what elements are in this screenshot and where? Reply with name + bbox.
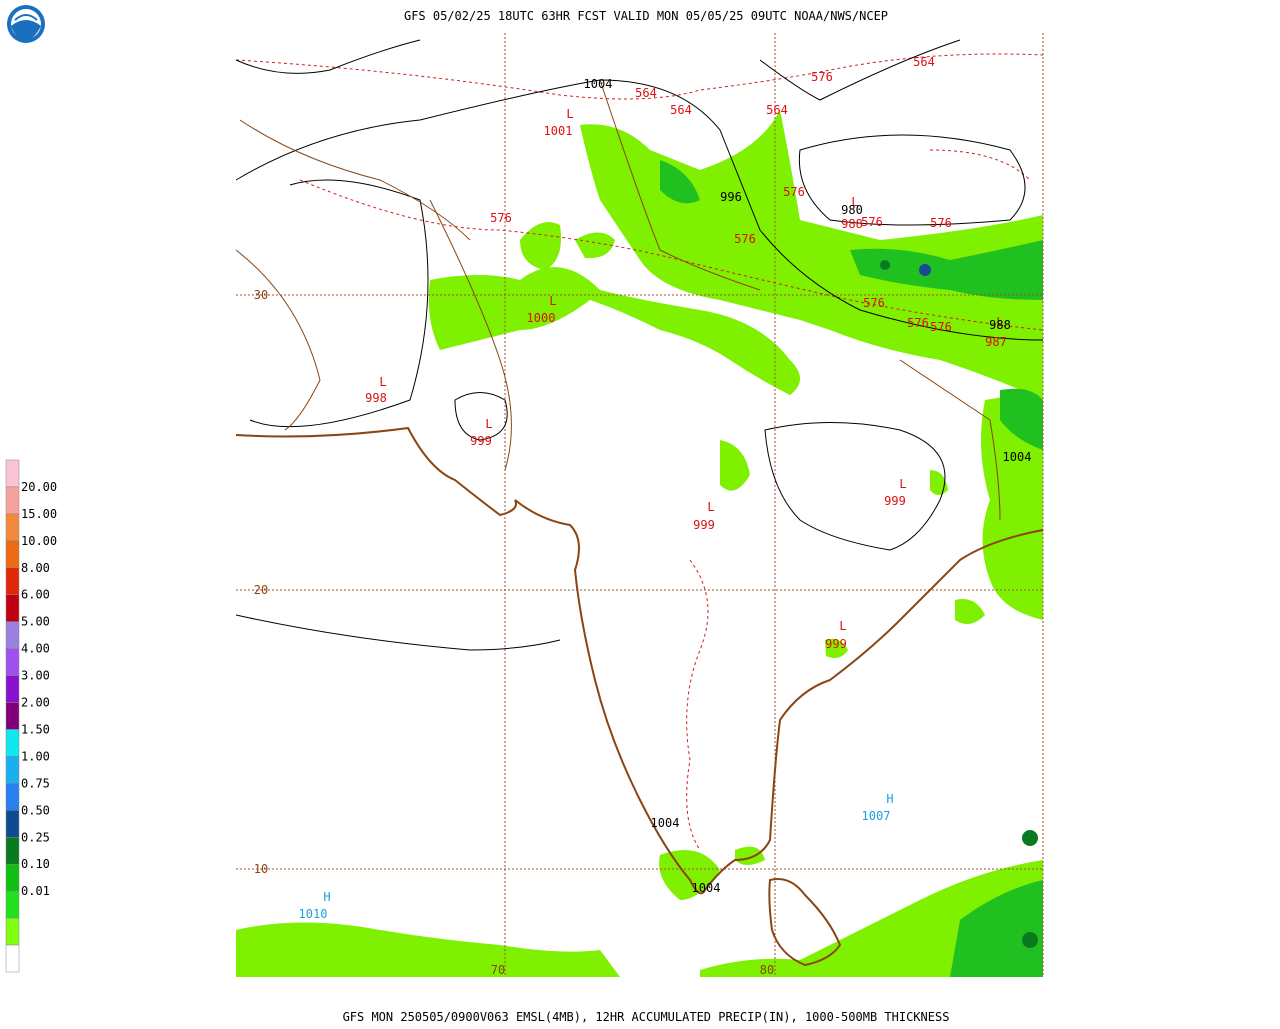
thickness-label: 576: [734, 232, 756, 246]
legend-swatch: [5, 648, 20, 676]
center-symbol: H: [886, 792, 893, 806]
legend-label: 0.01: [21, 884, 50, 898]
legend-swatch: [5, 540, 20, 569]
legend-swatch: [5, 459, 20, 488]
thickness-label: 576: [907, 316, 929, 330]
isobar-label: 1004: [692, 881, 721, 895]
center-symbol: L: [851, 195, 858, 209]
center-value: 1010: [299, 907, 328, 921]
center-value: 998: [365, 391, 387, 405]
lat-label: 20: [254, 583, 268, 597]
legend-swatch: [5, 890, 20, 919]
legend-swatch: [5, 837, 20, 865]
isobar-label: 988: [989, 318, 1011, 332]
center-value: 999: [884, 494, 906, 508]
legend-label: 6.00: [21, 588, 50, 602]
thickness-label: 576: [863, 296, 885, 310]
lat-lon-grid: [236, 33, 1044, 977]
isobar-label: 1004: [1003, 450, 1032, 464]
thickness-label: 564: [766, 103, 788, 117]
legend-label: 4.00: [21, 642, 50, 656]
center-symbol: H: [323, 890, 330, 904]
center-value: 999: [693, 518, 715, 532]
noaa-logo: [7, 5, 45, 43]
legend-swatch: [5, 756, 20, 784]
legend-label: 15.00: [21, 507, 57, 521]
center-symbol: L: [485, 417, 492, 431]
borders: [235, 79, 1001, 521]
center-symbol: L: [707, 500, 714, 514]
isobar-label: 1004: [651, 816, 680, 830]
coastline: [235, 426, 1044, 967]
legend-label: 0.50: [21, 803, 50, 817]
legend-swatch: [5, 702, 20, 730]
legend-swatch: [5, 917, 20, 946]
legend-swatch: [5, 594, 20, 622]
thickness-label: 576: [930, 216, 952, 230]
legend-swatch: [5, 729, 20, 757]
lat-label: 10: [254, 862, 268, 876]
legend-swatch: [5, 863, 20, 892]
legend-label: 1.00: [21, 749, 50, 763]
legend-swatch: [5, 944, 20, 973]
lat-label: 30: [254, 288, 268, 302]
center-symbol: L: [996, 315, 1003, 329]
legend-swatch: [5, 621, 20, 649]
legend-label: 0.25: [21, 830, 50, 844]
thickness-label: 564: [913, 55, 935, 69]
center-symbol: L: [899, 477, 906, 491]
legend-label: 3.00: [21, 669, 50, 683]
title: GFS 05/02/25 18UTC 63HR FCST VALID MON 0…: [404, 9, 888, 23]
precip-heavy: [660, 160, 1043, 977]
legend-label: 2.00: [21, 696, 50, 710]
thickness-label: 564: [635, 86, 657, 100]
center-value: 1001: [544, 124, 573, 138]
thickness-label: 576: [930, 320, 952, 334]
thickness-label: 576: [490, 211, 512, 225]
legend-swatch: [5, 675, 20, 703]
thickness-label: 576: [861, 215, 883, 229]
center-value: 999: [825, 637, 847, 651]
center-value: 988: [841, 217, 863, 231]
center-symbol: L: [379, 375, 386, 389]
center-value: 987: [985, 335, 1007, 349]
isobars: [235, 39, 1044, 651]
isobar-label: 996: [720, 190, 742, 204]
center-value: 1007: [862, 809, 891, 823]
legend-swatch: [5, 567, 20, 595]
legend-swatch: [5, 783, 20, 811]
thickness-label: 576: [811, 70, 833, 84]
legend-swatch: [5, 810, 20, 838]
legend-swatch: [5, 513, 20, 542]
lon-label: 80: [760, 963, 774, 977]
legend-swatch: [5, 486, 20, 515]
legend-label: 0.75: [21, 776, 50, 790]
legend-label: 8.00: [21, 561, 50, 575]
thickness-label: 576: [783, 185, 805, 199]
precip-max: [880, 260, 1038, 948]
lon-label: 70: [491, 963, 505, 977]
legend-label: 10.00: [21, 534, 57, 548]
center-symbol: L: [549, 294, 556, 308]
legend-label: 1.50: [21, 722, 50, 736]
footer: GFS MON 250505/0900V063 EMSL(4MB), 12HR …: [343, 1010, 950, 1024]
legend-label: 20.00: [21, 480, 57, 494]
center-symbol: L: [839, 619, 846, 633]
isobar-label: 980: [841, 203, 863, 217]
legend-label: 5.00: [21, 615, 50, 629]
center-value: 1000: [527, 311, 556, 325]
legend-label: 0.10: [21, 857, 50, 871]
center-value: 999: [470, 434, 492, 448]
center-symbol: L: [566, 107, 573, 121]
thickness-label: 564: [670, 103, 692, 117]
isobar-label: 1004: [584, 77, 613, 91]
